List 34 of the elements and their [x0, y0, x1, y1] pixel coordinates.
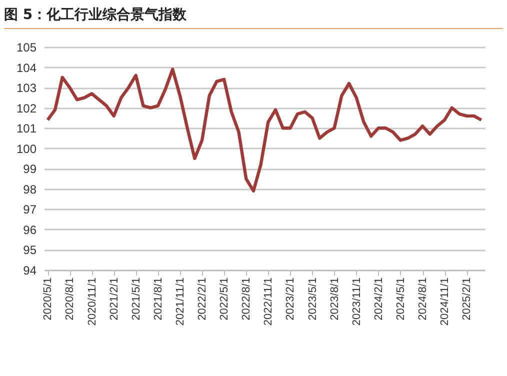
y-tick-label: 94	[23, 264, 37, 278]
y-tick-label: 104	[16, 60, 37, 75]
x-tick-label: 2023/5/1	[306, 278, 319, 320]
x-tick-label: 2023/8/1	[328, 278, 341, 320]
x-tick-label: 2025/2/1	[461, 278, 474, 320]
chart-title: 图 5：化工行业综合景气指数	[4, 6, 503, 29]
y-tick-label: 101	[16, 122, 37, 136]
x-tick-label: 2024/5/1	[394, 278, 407, 320]
x-tick-label: 2020/8/1	[64, 278, 76, 320]
y-tick-label: 97	[23, 202, 37, 217]
line-series	[46, 68, 483, 193]
x-tick-label: 2021/5/1	[130, 278, 142, 320]
y-tick-label: 98	[23, 182, 37, 196]
x-tick-label: 2022/2/1	[196, 278, 209, 320]
y-tick-label: 99	[23, 162, 37, 176]
x-tick-label: 2020/11/1	[86, 278, 98, 326]
x-tick-label: 2024/11/1	[439, 278, 452, 326]
x-tick-label: 2021/2/1	[108, 278, 120, 320]
y-tick-label: 95	[23, 243, 37, 258]
x-tick-label: 2022/11/1	[262, 278, 275, 326]
x-tick-label: 2022/5/1	[218, 278, 231, 320]
x-tick-label: 2024/2/1	[372, 278, 385, 320]
x-tick-label: 2021/11/1	[174, 278, 186, 326]
y-tick-label: 105	[16, 40, 37, 54]
y-tick-label: 100	[16, 142, 37, 156]
x-tick-label: 2024/8/1	[417, 278, 430, 320]
y-tick-label: 103	[16, 81, 37, 96]
x-tick-label: 2020/5/1	[42, 278, 54, 320]
x-tick-label: 2023/11/1	[350, 278, 363, 326]
y-tick-label: 102	[16, 101, 37, 116]
x-tick-label: 2022/8/1	[240, 278, 253, 320]
x-tick-label: 2021/8/1	[152, 278, 164, 320]
y-tick-label: 96	[23, 222, 37, 237]
x-tick-label: 2023/2/1	[284, 278, 297, 320]
